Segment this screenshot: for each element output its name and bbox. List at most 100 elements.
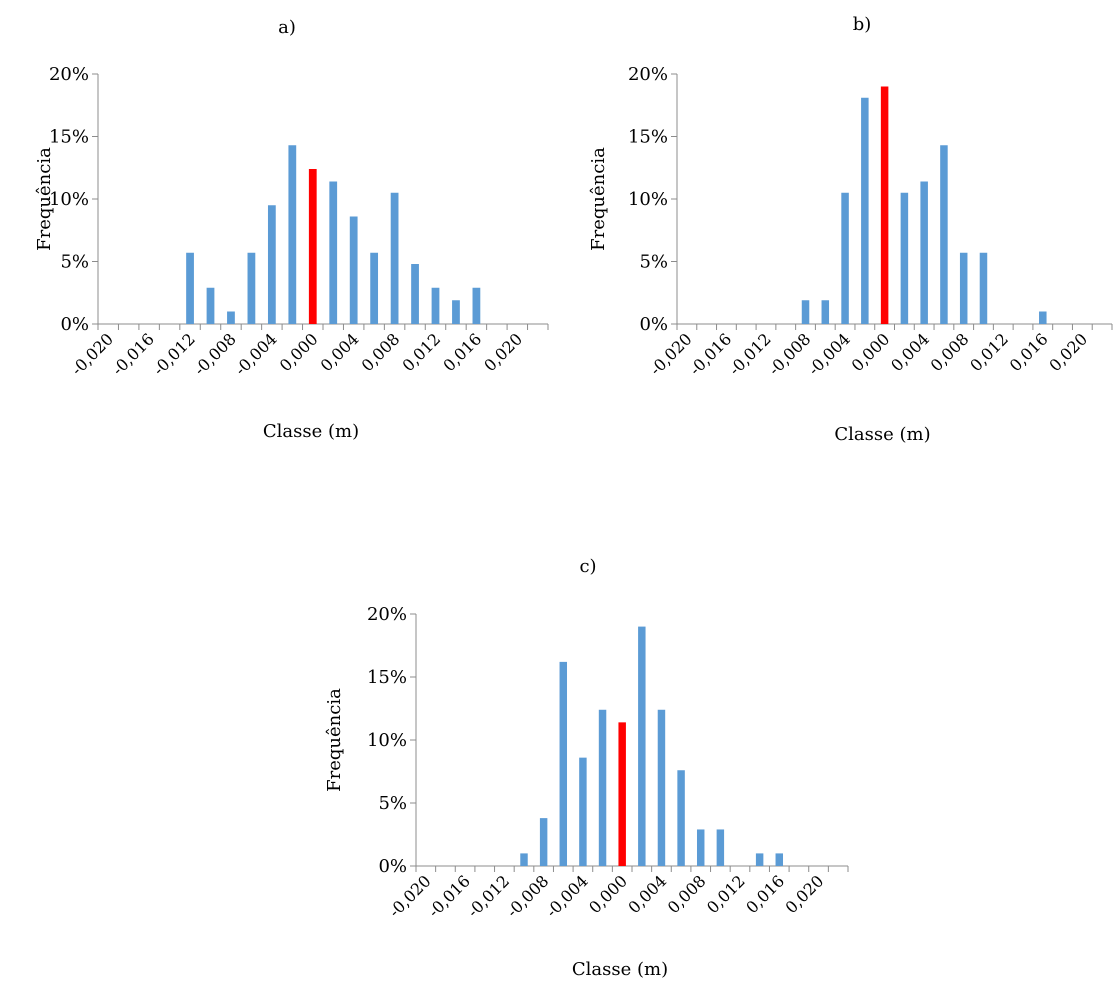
x-tick-label: -0,020 bbox=[67, 329, 117, 379]
x-tick-label: 0,012 bbox=[966, 329, 1012, 375]
bar-highlighted bbox=[880, 86, 889, 324]
bar bbox=[940, 145, 948, 324]
y-tick-label: 0% bbox=[639, 314, 668, 335]
x-tick-label: 0,016 bbox=[742, 871, 788, 917]
bar bbox=[900, 192, 909, 324]
bar bbox=[657, 709, 666, 866]
y-tick-label: 10% bbox=[628, 189, 668, 210]
bar bbox=[1039, 311, 1047, 324]
bar-highlighted bbox=[618, 722, 626, 866]
x-tick-label: -0,008 bbox=[765, 329, 815, 379]
bar bbox=[370, 252, 379, 324]
chart-panel-c: c) 0% 5% 10% 15% 20% -0,020-0,016-0,012-0,008-… bbox=[324, 556, 849, 980]
bar bbox=[520, 853, 528, 866]
x-axis-title: Classe (m) bbox=[834, 424, 930, 445]
y-tick-label: 10% bbox=[49, 189, 89, 210]
bar bbox=[227, 311, 235, 324]
y-tick-label: 15% bbox=[49, 127, 89, 148]
bar bbox=[696, 829, 705, 866]
bar bbox=[775, 853, 784, 866]
x-tick-label: 0,004 bbox=[317, 329, 363, 375]
y-tick-label: 5% bbox=[378, 793, 407, 814]
x-tick-label: 0,000 bbox=[848, 329, 894, 375]
y-axis-title: Frequência bbox=[324, 688, 345, 792]
x-tick-label: -0,020 bbox=[385, 871, 435, 921]
bar bbox=[638, 626, 646, 866]
y-tick-label: 0% bbox=[60, 314, 89, 335]
panel-title: b) bbox=[853, 14, 872, 35]
x-tick-label: -0,008 bbox=[190, 329, 240, 379]
bar bbox=[390, 192, 399, 324]
bar bbox=[288, 145, 297, 324]
x-tick-label: 0,004 bbox=[624, 871, 670, 917]
bar bbox=[677, 770, 685, 866]
x-tick-label: -0,016 bbox=[686, 329, 736, 379]
bar bbox=[861, 97, 869, 324]
y-tick-label: 10% bbox=[367, 730, 407, 751]
y-tick-label: 20% bbox=[49, 64, 89, 85]
y-tick-label: 0% bbox=[378, 856, 407, 877]
bar bbox=[801, 300, 810, 324]
x-tick-label: 0,020 bbox=[1045, 329, 1091, 375]
x-tick-label: 0,000 bbox=[585, 871, 631, 917]
bar bbox=[411, 264, 419, 324]
x-tick-label: 0,012 bbox=[398, 329, 444, 375]
bar bbox=[247, 252, 256, 324]
x-tick-label: -0,012 bbox=[725, 329, 775, 379]
bar bbox=[472, 287, 481, 324]
x-axis-title: Classe (m) bbox=[572, 959, 668, 980]
x-tick-label: 0,012 bbox=[703, 871, 749, 917]
y-axis-title: Frequência bbox=[588, 147, 609, 251]
y-axis-title: Frequência bbox=[34, 147, 55, 251]
y-tick-label: 20% bbox=[367, 604, 407, 625]
x-tick-label: 0,020 bbox=[480, 329, 526, 375]
bar bbox=[920, 181, 928, 324]
x-tick-label: 0,004 bbox=[887, 329, 933, 375]
bar bbox=[841, 192, 849, 324]
bar bbox=[979, 252, 988, 324]
x-tick-label: -0,004 bbox=[231, 329, 281, 379]
y-tick-label: 15% bbox=[367, 667, 407, 688]
x-tick-label: -0,012 bbox=[149, 329, 199, 379]
x-tick-label: 0,016 bbox=[1006, 329, 1052, 375]
bar bbox=[559, 661, 568, 866]
bar bbox=[186, 252, 194, 324]
bar bbox=[598, 709, 607, 866]
x-tick-label: -0,004 bbox=[804, 329, 854, 379]
bar bbox=[431, 287, 440, 324]
x-tick-label: 0,008 bbox=[927, 329, 973, 375]
x-tick-label: 0,016 bbox=[439, 329, 485, 375]
x-tick-label: -0,020 bbox=[646, 329, 696, 379]
bar bbox=[349, 216, 358, 324]
bar bbox=[206, 287, 215, 324]
x-tick-label: 0,000 bbox=[276, 329, 322, 375]
bar bbox=[267, 205, 276, 324]
bar bbox=[755, 853, 764, 866]
bar bbox=[539, 818, 548, 866]
x-tick-label: -0,012 bbox=[464, 871, 514, 921]
y-tick-label: 5% bbox=[639, 252, 668, 273]
x-tick-label: 0,020 bbox=[782, 871, 828, 917]
panel-title: a) bbox=[278, 17, 296, 38]
x-tick-label: -0,004 bbox=[542, 871, 592, 921]
y-tick-label: 20% bbox=[628, 64, 668, 85]
chart-panel-b: b) 0% 5% 10% 15% 20% -0,020-0,016-0,012-0,008-… bbox=[588, 14, 1113, 445]
panel-title: c) bbox=[579, 556, 596, 577]
bar bbox=[821, 300, 830, 324]
x-tick-label: -0,016 bbox=[108, 329, 158, 379]
bar bbox=[329, 181, 338, 324]
y-tick-label: 15% bbox=[628, 127, 668, 148]
bar-highlighted bbox=[308, 169, 317, 324]
x-tick-label: -0,016 bbox=[424, 871, 474, 921]
bar bbox=[716, 829, 725, 866]
x-axis-title: Classe (m) bbox=[263, 421, 359, 442]
x-tick-label: -0,008 bbox=[503, 871, 553, 921]
x-tick-label: 0,008 bbox=[664, 871, 710, 917]
y-tick-label: 5% bbox=[60, 252, 89, 273]
bar bbox=[452, 300, 460, 324]
chart-panel-a: a) 0% 5% 10% 15% 20% -0,020-0,016-0,012-0,008-… bbox=[34, 17, 549, 442]
x-tick-label: 0,008 bbox=[358, 329, 404, 375]
bar bbox=[579, 757, 587, 866]
bar bbox=[959, 252, 968, 324]
